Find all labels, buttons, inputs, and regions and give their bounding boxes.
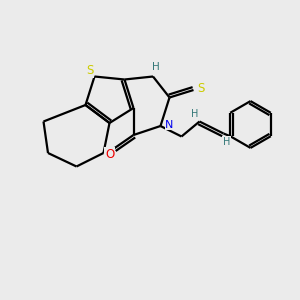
Text: H: H (191, 109, 199, 119)
Text: O: O (105, 148, 114, 161)
Text: S: S (86, 64, 94, 77)
Text: S: S (197, 82, 205, 95)
Text: H: H (223, 137, 230, 147)
Text: N: N (165, 119, 174, 130)
Text: H: H (152, 62, 160, 73)
